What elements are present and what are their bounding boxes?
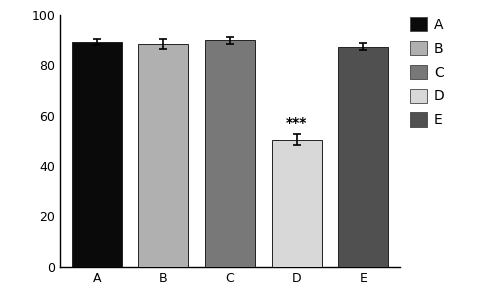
Bar (205, 40, 255, 267)
Bar (138, 44, 188, 267)
Legend: A, B, C, D, E: A, B, C, D, E (410, 17, 444, 127)
Bar (338, 47, 388, 267)
Text: ***: *** (286, 116, 308, 130)
Bar (272, 140, 322, 267)
Bar (72, 42, 122, 267)
